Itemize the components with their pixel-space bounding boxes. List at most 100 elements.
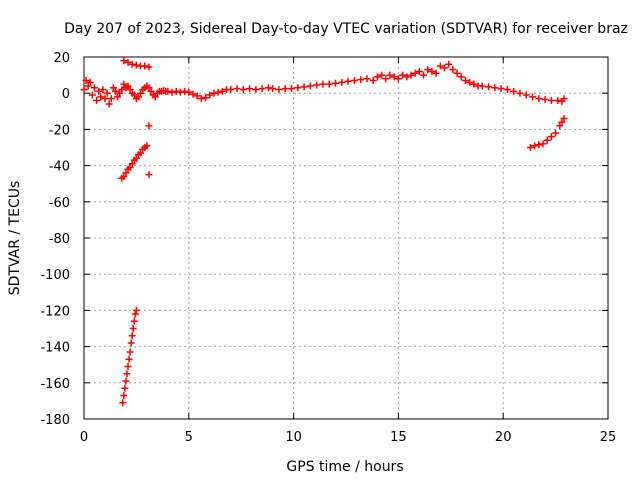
x-axis-label: GPS time / hours (286, 459, 403, 475)
data-point-marker (313, 81, 321, 89)
data-point-marker (101, 95, 109, 103)
y-tick-label: 0 (62, 87, 70, 102)
data-point-marker (132, 61, 140, 69)
data-point-marker (390, 73, 398, 81)
data-point-marker (147, 87, 155, 95)
data-point-marker (132, 306, 140, 314)
data-point-marker (541, 96, 549, 104)
data-point-marker (116, 89, 124, 97)
data-point-marker (145, 171, 153, 179)
data-point-marker (543, 136, 551, 144)
data-point-marker (197, 95, 205, 103)
data-point-marker (552, 129, 560, 137)
data-point-marker (107, 95, 115, 103)
data-point-marker (233, 85, 241, 93)
data-point-marker (319, 80, 327, 88)
data-point-marker (120, 80, 128, 88)
data-point-marker (373, 73, 381, 81)
data-point-marker (126, 348, 134, 356)
y-tick-label: -20 (49, 123, 70, 138)
data-point-marker (227, 86, 235, 94)
data-point-marker (145, 84, 153, 92)
x-tick-label: 15 (390, 430, 407, 445)
data-point-marker (103, 89, 111, 97)
data-point-marker (86, 78, 94, 86)
data-point-marker (399, 71, 407, 79)
data-point-marker (185, 88, 193, 96)
data-point-marker (105, 100, 113, 108)
data-point-marker (382, 75, 390, 83)
data-point-marker (466, 78, 474, 86)
data-point-marker (137, 89, 145, 97)
data-point-marker (535, 141, 543, 149)
data-point-marker (441, 64, 449, 72)
data-point-marker (128, 160, 136, 168)
y-tick-label: 20 (53, 51, 70, 66)
data-point-marker (93, 96, 101, 104)
data-point-marker (121, 384, 129, 392)
data-point-marker (461, 77, 469, 85)
data-point-marker (386, 71, 394, 79)
data-point-marker (193, 92, 201, 100)
data-point-marker (137, 149, 145, 157)
data-point-marker (453, 69, 461, 77)
data-point-marker (445, 60, 453, 68)
data-point-marker (88, 91, 96, 99)
data-point-marker (239, 86, 247, 94)
data-point-marker (141, 62, 149, 70)
data-point-marker (269, 85, 277, 93)
data-point-marker (120, 172, 128, 180)
data-point-marker (181, 87, 189, 95)
data-point-marker (531, 142, 539, 150)
data-point-marker (275, 86, 283, 94)
data-point-marker (415, 67, 423, 75)
data-point-marker (281, 85, 289, 93)
data-point-marker (97, 93, 105, 101)
data-point-marker (332, 79, 340, 87)
data-point-marker (338, 78, 346, 86)
data-point-marker (252, 86, 260, 94)
data-point-marker (125, 355, 133, 363)
x-tick-label: 5 (185, 430, 193, 445)
x-tick-label: 25 (600, 430, 617, 445)
data-point-marker (424, 66, 432, 74)
data-point-marker (124, 58, 132, 66)
data-point-marker (258, 85, 266, 93)
data-point-marker (325, 80, 333, 88)
data-point-marker (131, 310, 139, 318)
x-tick-label: 10 (285, 430, 302, 445)
data-point-marker (164, 87, 172, 95)
data-point-marker (124, 363, 132, 371)
data-point-marker (128, 60, 136, 68)
data-point-marker (130, 317, 138, 325)
data-point-marker (510, 87, 518, 95)
data-point-marker (344, 77, 352, 85)
y-tick-label: -100 (40, 268, 70, 283)
data-point-marker (82, 77, 90, 85)
data-point-marker (497, 85, 505, 93)
data-point-marker (128, 332, 136, 340)
data-point-marker (350, 77, 358, 85)
data-point-marker (420, 71, 428, 79)
data-point-marker (145, 122, 153, 130)
data-point-marker (130, 91, 138, 99)
data-point-marker (264, 84, 272, 92)
chart-title: Day 207 of 2023, Sidereal Day-to-day VTE… (64, 21, 628, 37)
data-point-marker (246, 85, 254, 93)
data-point-marker (210, 89, 218, 97)
data-point-marker (491, 84, 499, 92)
data-point-marker (522, 91, 530, 99)
data-point-marker (363, 75, 371, 83)
data-point-marker (478, 82, 486, 90)
data-point-marker (369, 77, 377, 85)
data-point-marker (118, 86, 126, 94)
data-point-marker (134, 93, 142, 101)
data-point-marker (176, 88, 184, 96)
data-point-marker (95, 87, 103, 95)
y-tick-label: -160 (40, 377, 70, 392)
data-point-marker (554, 96, 562, 104)
data-point-marker (109, 84, 117, 92)
data-point-marker (120, 57, 128, 65)
